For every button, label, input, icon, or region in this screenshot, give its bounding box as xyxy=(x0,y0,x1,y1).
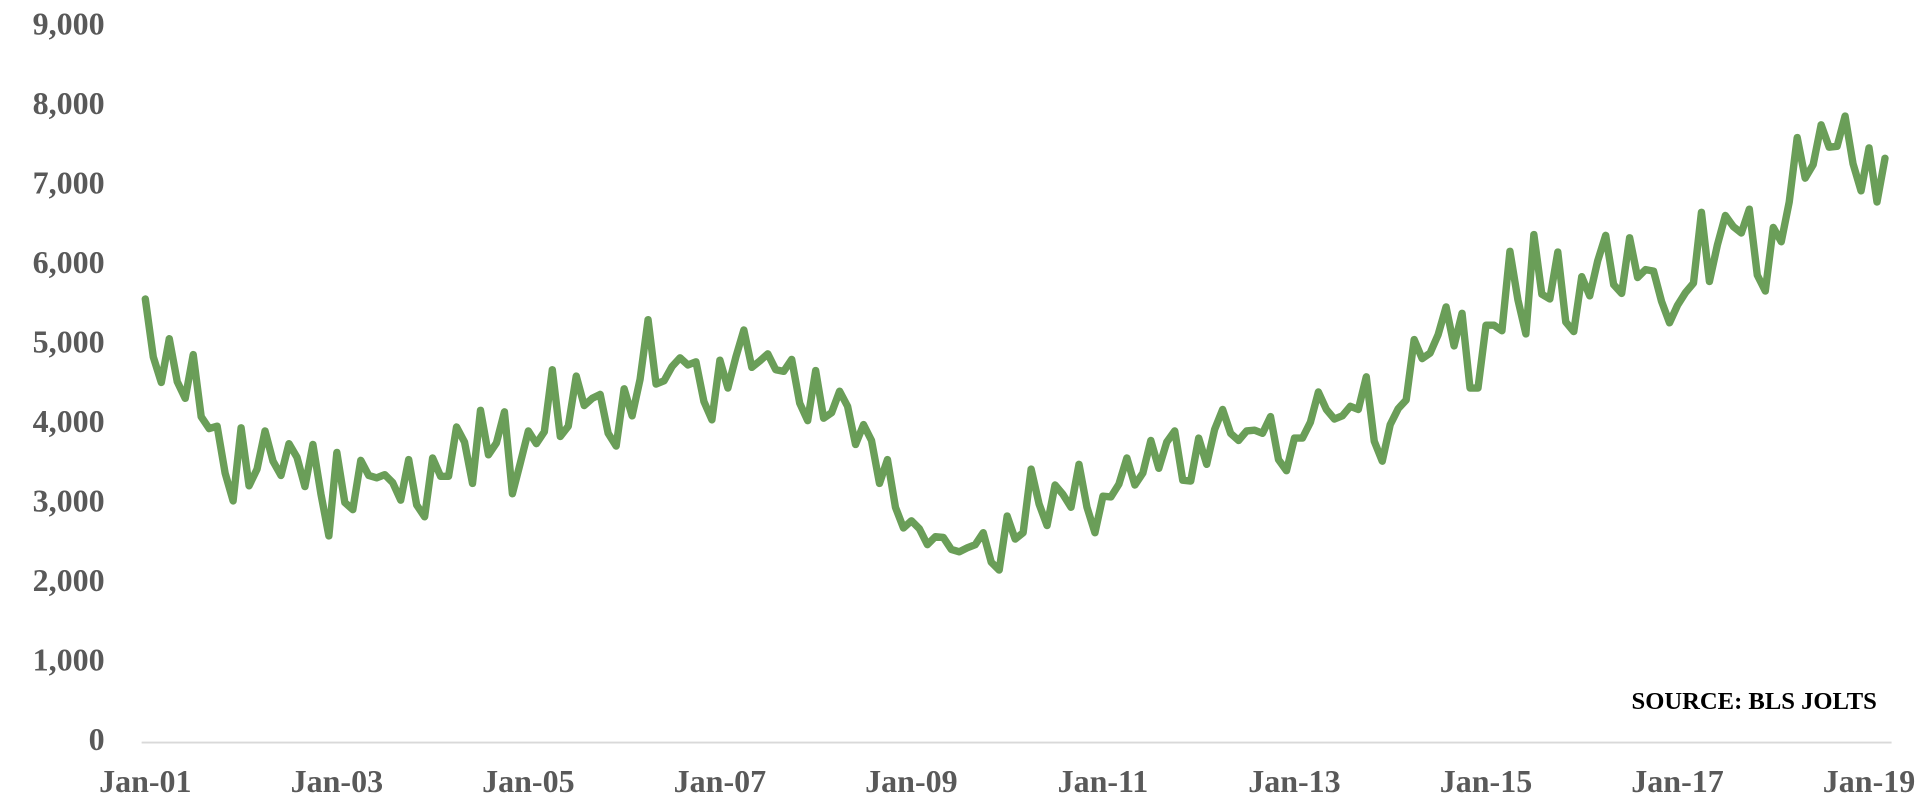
x-tick-label: Jan-19 xyxy=(1823,763,1915,799)
source-note: SOURCE: BLS JOLTS xyxy=(1632,688,1877,715)
x-tick-label: Jan-09 xyxy=(865,763,957,799)
y-tick-label: 9,000 xyxy=(33,5,105,41)
y-tick-label: 5,000 xyxy=(33,323,105,359)
x-tick-label: Jan-17 xyxy=(1631,763,1723,799)
x-tick-label: Jan-15 xyxy=(1440,763,1532,799)
x-tick-label: Jan-03 xyxy=(291,763,383,799)
y-tick-label: 7,000 xyxy=(33,164,105,200)
x-tick-label: Jan-11 xyxy=(1058,763,1149,799)
x-tick-label: Jan-01 xyxy=(99,763,191,799)
y-tick-label: 6,000 xyxy=(33,244,105,280)
y-tick-label: 4,000 xyxy=(33,403,105,439)
x-tick-label: Jan-13 xyxy=(1248,763,1340,799)
data-line xyxy=(141,112,1889,574)
x-tick-label: Jan-07 xyxy=(674,763,766,799)
y-tick-label: 1,000 xyxy=(33,641,105,677)
x-tick-label: Jan-05 xyxy=(482,763,574,799)
y-tick-label: 8,000 xyxy=(33,85,105,121)
y-tick-label: 2,000 xyxy=(33,562,105,598)
y-tick-label: 3,000 xyxy=(33,482,105,518)
y-tick-label: 0 xyxy=(89,721,105,757)
